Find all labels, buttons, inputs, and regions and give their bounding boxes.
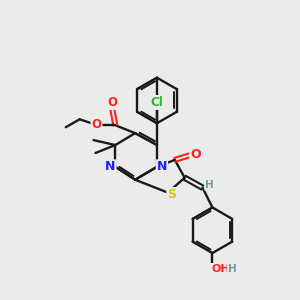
Text: O: O bbox=[190, 148, 201, 161]
Text: Cl: Cl bbox=[151, 96, 163, 109]
Text: N: N bbox=[105, 160, 116, 173]
Text: H: H bbox=[205, 180, 214, 190]
Text: N: N bbox=[157, 160, 167, 173]
Text: H: H bbox=[228, 264, 237, 274]
Text: S: S bbox=[167, 188, 176, 201]
Text: OH: OH bbox=[211, 264, 230, 274]
Text: O: O bbox=[92, 118, 101, 131]
Text: O: O bbox=[107, 96, 117, 109]
